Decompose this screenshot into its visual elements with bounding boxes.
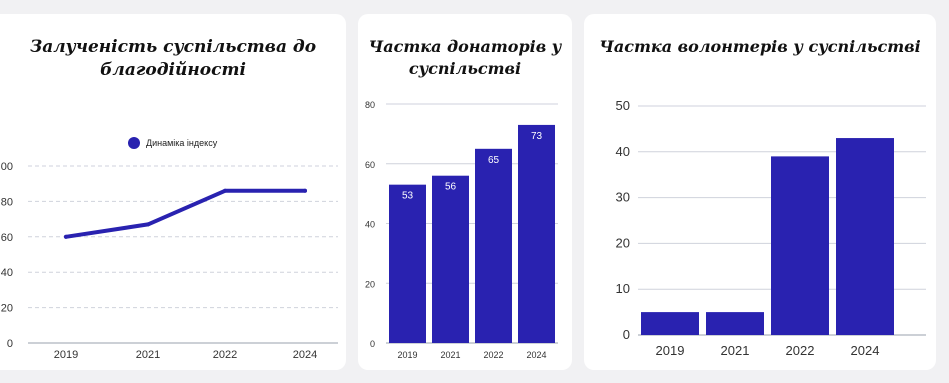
legend-marker xyxy=(128,137,140,149)
data-label: 56 xyxy=(445,182,457,193)
x-tick-label: 2021 xyxy=(136,349,160,361)
y-tick-label: 20 xyxy=(1,303,13,315)
donors-chart-card: Частка донаторів у суспільстві 0 20 40 60 80… xyxy=(358,14,572,370)
bar xyxy=(389,184,426,343)
x-tick-label: 2024 xyxy=(293,349,317,361)
legend-label: Динаміка індексу xyxy=(146,138,218,148)
x-tick-label: 2019 xyxy=(54,349,78,361)
data-label: 53 xyxy=(402,191,414,202)
x-tick-label: 2019 xyxy=(656,343,685,358)
series-line xyxy=(64,188,307,239)
x-tick-label: 2021 xyxy=(440,350,460,360)
y-tick-label: 60 xyxy=(365,160,375,170)
bar xyxy=(706,312,764,335)
x-tick-label: 2022 xyxy=(483,350,503,360)
data-point xyxy=(64,234,68,239)
chart-title: Залученість суспільства до благодійності xyxy=(29,37,317,80)
data-point xyxy=(223,188,227,193)
y-tick-label: 60 xyxy=(1,232,13,244)
x-tick-label: 2024 xyxy=(851,343,880,358)
y-tick-label: 20 xyxy=(365,279,375,289)
x-tick-label: 2024 xyxy=(526,350,546,360)
y-tick-label: 80 xyxy=(1,196,13,208)
line-chart: 0 20 40 60 80 00 2019 2021 2022 2024 Динаміка інде… xyxy=(1,137,338,361)
x-tick-label: 2022 xyxy=(786,343,815,358)
y-tick-label: 20 xyxy=(616,235,630,250)
x-tick-label: 2019 xyxy=(397,350,417,360)
donors-bar-chart: 0 20 40 60 80 53 2019 56 2021 65 2022 73 2024 xyxy=(365,100,558,360)
y-tick-label: 0 xyxy=(370,339,375,349)
y-tick-label: 30 xyxy=(616,190,630,205)
bar xyxy=(836,138,894,335)
y-tick-label: 40 xyxy=(365,220,375,230)
y-tick-label: 00 xyxy=(1,161,13,173)
bar xyxy=(518,124,555,343)
data-point xyxy=(146,222,150,227)
y-tick-label: 40 xyxy=(616,144,630,159)
y-tick-label: 0 xyxy=(7,338,13,350)
chart-title: Частка волонтерів у суспільстві xyxy=(599,37,921,56)
volunteers-bar-chart: 0 10 20 30 40 50 2019 2021 2022 2024 xyxy=(616,98,926,358)
chart-title: Частка донаторів у суспільстві xyxy=(368,37,562,78)
volunteers-chart-card: Частка волонтерів у суспільстві 0 10 20 30 4… xyxy=(584,14,936,370)
x-tick-label: 2022 xyxy=(213,349,237,361)
bar xyxy=(771,156,829,335)
bar xyxy=(475,148,512,343)
y-tick-label: 10 xyxy=(616,281,630,296)
y-tick-label: 0 xyxy=(623,327,630,342)
y-tick-label: 40 xyxy=(1,267,13,279)
x-tick-label: 2021 xyxy=(721,343,750,358)
data-point xyxy=(303,188,307,193)
data-label: 73 xyxy=(531,131,543,142)
data-label: 65 xyxy=(488,155,500,166)
line-chart-card: Залученість суспільства до благодійності… xyxy=(0,14,346,370)
bar xyxy=(432,175,469,343)
bar xyxy=(641,312,699,335)
y-tick-label: 80 xyxy=(365,100,375,110)
y-tick-label: 50 xyxy=(616,98,630,113)
